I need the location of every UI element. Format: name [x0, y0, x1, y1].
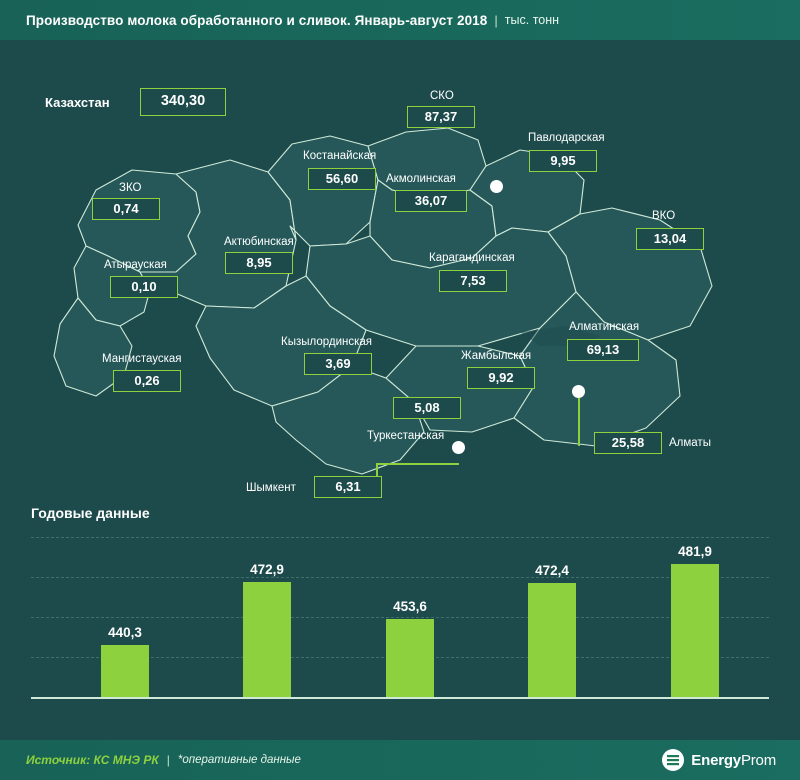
page-title: Производство молока обработанного и слив… — [26, 12, 488, 28]
region-label-kyzylorda: Кызылординская — [281, 336, 373, 348]
bar-value-2013: 440,3 — [108, 625, 142, 640]
bar-2013 — [101, 645, 149, 697]
header-bar: Производство молока обработанного и слив… — [0, 0, 800, 40]
region-label-shymkent: Шымкент — [246, 482, 296, 494]
region-label-mangistau: Мангистауская — [102, 353, 182, 365]
region-label-akmola: Акмолинская — [386, 173, 456, 185]
region-value-aktobe: 8,95 — [225, 252, 293, 274]
header-separator: | — [494, 12, 498, 28]
brand-bold: Energy — [691, 751, 741, 769]
bar-value-2014: 472,9 — [250, 562, 284, 577]
region-value-almaty-region: 69,13 — [567, 339, 639, 361]
region-label-pavlodar: Павлодарская — [528, 132, 605, 144]
bar-2017 — [671, 564, 719, 697]
brand-logo: EnergyProm — [662, 749, 776, 771]
region-label-aktobe: Актюбинская — [224, 236, 294, 248]
region-value-atyrau: 0,10 — [110, 276, 178, 298]
footer-separator: | — [166, 753, 170, 767]
leader-line-shymkent — [376, 463, 459, 465]
region-value-akmola: 36,07 — [395, 190, 467, 212]
region-value-kyzylorda: 3,69 — [304, 353, 372, 375]
footer-bar: Источник: КС МНЭ РК | *оперативные данны… — [0, 740, 800, 780]
map-container: Казахстан 340,30 СКО 87,37 Павлодарская … — [0, 40, 800, 500]
country-value: 340,30 — [140, 88, 226, 116]
bar-value-2015: 453,6 — [393, 599, 427, 614]
city-dot-shymkent — [452, 441, 465, 454]
region-label-atyrau: Атырауская — [104, 259, 167, 271]
brand-text: EnergyProm — [691, 752, 776, 769]
lightning-bars-icon — [667, 755, 680, 766]
header-units: тыс. тонн — [504, 13, 560, 27]
region-label-turkestan: Туркестанская — [367, 430, 445, 442]
leader-line-almaty — [578, 398, 580, 446]
energyprom-icon — [662, 749, 685, 771]
bar-2016 — [528, 583, 576, 697]
region-value-pavlodar: 9,95 — [529, 150, 597, 172]
chart-title: Годовые данные — [31, 505, 150, 521]
footnote-text: *оперативные данные — [177, 754, 301, 766]
region-label-zhambyl: Жамбылская — [461, 350, 532, 362]
annual-chart: Годовые данные 440,3 2013 472,9 2014 453… — [0, 497, 800, 756]
region-value-turkestan: 5,08 — [393, 397, 461, 419]
region-value-kostanay: 56,60 — [308, 168, 376, 190]
chart-plot: 440,3 2013 472,9 2014 453,6 2015 472,4 2… — [31, 537, 769, 756]
bar-value-2017: 481,9 — [678, 544, 712, 559]
region-label-karaganda: Карагандинская — [429, 252, 515, 264]
city-dot-almaty — [572, 385, 585, 398]
region-value-vko: 13,04 — [636, 228, 704, 250]
region-label-vko: ВКО — [652, 210, 676, 222]
x-axis — [31, 697, 769, 699]
region-label-kostanay: Костанайская — [303, 150, 377, 162]
region-label-zko: ЗКО — [119, 182, 142, 194]
country-label: Казахстан — [45, 95, 110, 110]
region-label-almaty-city: Алматы — [669, 437, 711, 449]
region-value-zko: 0,74 — [92, 198, 160, 220]
bar-2015 — [386, 619, 434, 697]
region-value-shymkent: 6,31 — [314, 476, 382, 498]
bar-2014 — [243, 582, 291, 697]
region-value-zhambyl: 9,92 — [467, 367, 535, 389]
gridline-1 — [31, 577, 769, 578]
region-value-almaty-city: 25,58 — [594, 432, 662, 454]
leader-line-shymkent-v — [376, 463, 378, 485]
region-label-almaty-region: Алматинская — [569, 321, 640, 333]
gridline-0 — [31, 537, 769, 538]
city-dot-astana — [490, 180, 503, 193]
bar-value-2016: 472,4 — [535, 563, 569, 578]
region-value-mangistau: 0,26 — [113, 370, 181, 392]
region-value-sko: 87,37 — [407, 106, 475, 128]
brand-light: Prom — [740, 751, 776, 769]
region-label-sko: СКО — [430, 90, 454, 102]
source-text: Источник: КС МНЭ РК — [26, 753, 159, 767]
region-value-karaganda: 7,53 — [439, 270, 507, 292]
gridline-2 — [31, 617, 769, 618]
